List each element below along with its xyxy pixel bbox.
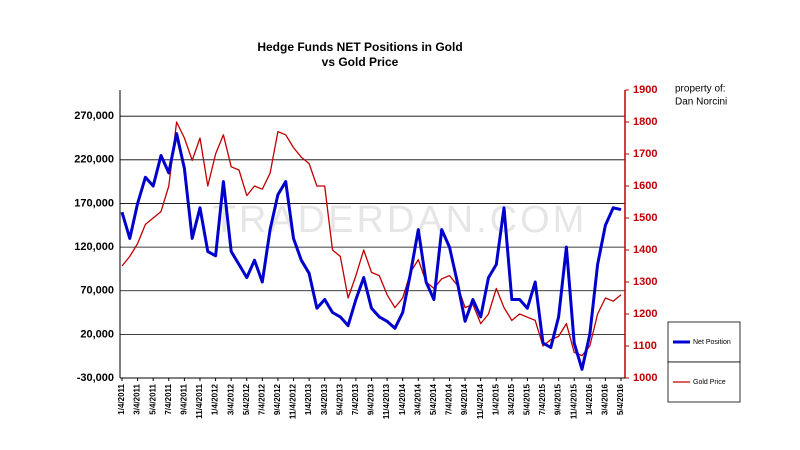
x-tick-label: 11/4/2011 — [195, 383, 204, 418]
y-tick-label: 120,000 — [74, 241, 114, 253]
x-tick-label: 3/4/2014 — [413, 383, 422, 415]
y2-tick-label: 1900 — [633, 84, 657, 96]
x-tick-label: 7/4/2013 — [351, 383, 360, 415]
annotation: Dan Norcini — [675, 97, 727, 108]
x-tick-label: 5/4/2014 — [429, 383, 438, 415]
x-tick-label: 1/4/2016 — [585, 383, 594, 415]
y2-tick-label: 1700 — [633, 148, 657, 160]
x-tick-label: 9/4/2012 — [273, 383, 282, 415]
x-tick-label: 5/4/2012 — [242, 383, 251, 415]
x-tick-label: 9/4/2014 — [460, 383, 469, 415]
x-tick-label: 1/4/2015 — [491, 383, 500, 415]
x-tick-label: 5/4/2015 — [523, 383, 532, 415]
series-line — [121, 121, 622, 357]
x-tick-label: 1/4/2011 — [117, 383, 126, 414]
annotation: property of: — [675, 84, 726, 95]
x-tick-label: 11/4/2013 — [382, 383, 391, 419]
y-tick-label: -30,000 — [77, 372, 114, 384]
y2-tick-label: 1600 — [633, 180, 657, 192]
x-tick-label: 1/4/2014 — [398, 383, 407, 415]
legend-label: Net Position — [693, 339, 731, 346]
x-tick-label: 5/4/2016 — [616, 383, 625, 415]
y-tick-label: 220,000 — [74, 154, 114, 166]
y2-tick-label: 1400 — [633, 244, 657, 256]
x-tick-label: 5/4/2011 — [148, 383, 157, 414]
x-tick-label: 9/4/2015 — [554, 383, 563, 415]
y-tick-label: 170,000 — [74, 197, 114, 209]
x-tick-label: 9/4/2011 — [179, 383, 188, 414]
x-tick-label: 3/4/2015 — [507, 383, 516, 415]
y2-tick-label: 1300 — [633, 276, 657, 288]
x-tick-label: 3/4/2012 — [226, 383, 235, 415]
x-tick-label: 3/4/2011 — [133, 383, 142, 414]
x-tick-label: 3/4/2013 — [320, 383, 329, 415]
x-tick-label: 3/4/2016 — [601, 383, 610, 415]
x-tick-label: 11/4/2015 — [569, 383, 578, 419]
y-tick-label: 20,000 — [80, 328, 114, 340]
x-tick-label: 11/4/2014 — [476, 383, 485, 419]
x-tick-label: 7/4/2015 — [538, 383, 547, 415]
x-tick-label: 11/4/2012 — [289, 383, 298, 419]
y2-tick-label: 1200 — [633, 308, 657, 320]
x-tick-label: 7/4/2011 — [164, 383, 173, 414]
x-tick-label: 7/4/2012 — [257, 383, 266, 415]
y2-tick-label: 1500 — [633, 212, 657, 224]
y-tick-label: 270,000 — [74, 110, 114, 122]
x-tick-label: 7/4/2014 — [445, 383, 454, 415]
x-tick-label: 1/4/2013 — [304, 383, 313, 415]
legend-label: Gold Price — [693, 379, 726, 386]
y2-tick-label: 1100 — [633, 340, 657, 352]
x-tick-label: 1/4/2012 — [211, 383, 220, 415]
chart-subtitle: vs Gold Price — [322, 55, 399, 69]
y-tick-label: 70,000 — [80, 285, 114, 297]
y2-tick-label: 1000 — [633, 372, 657, 384]
series-line — [120, 132, 622, 371]
y2-tick-label: 1800 — [633, 116, 657, 128]
chart-title: Hedge Funds NET Positions in Gold — [257, 40, 462, 54]
x-tick-label: 5/4/2013 — [335, 383, 344, 415]
x-tick-label: 9/4/2013 — [367, 383, 376, 415]
